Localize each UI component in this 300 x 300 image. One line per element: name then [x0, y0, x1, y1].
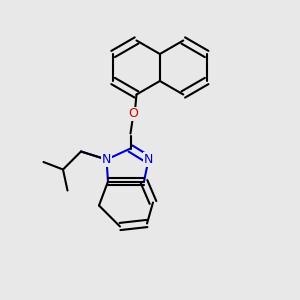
Text: N: N [102, 153, 111, 166]
Text: N: N [144, 153, 153, 166]
Text: O: O [129, 107, 138, 121]
